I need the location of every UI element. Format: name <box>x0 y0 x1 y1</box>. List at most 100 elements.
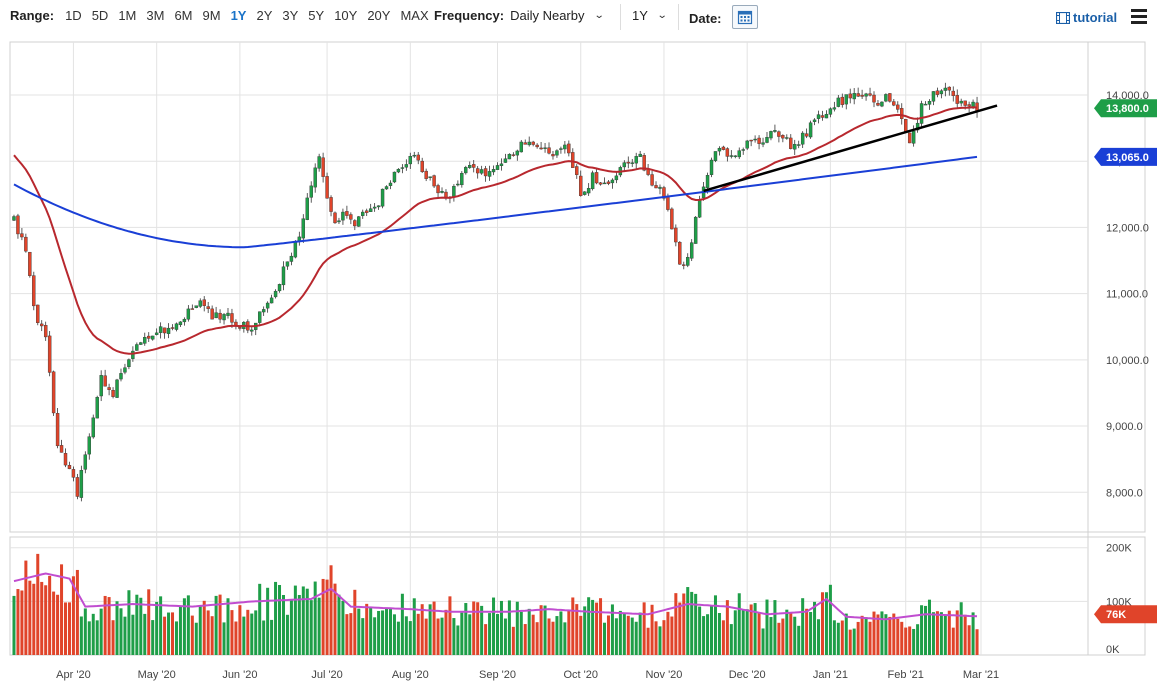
volume-bar <box>599 598 603 655</box>
volume-bar <box>127 590 131 655</box>
month-tick-label: Nov '20 <box>645 669 682 681</box>
volume-bar <box>182 598 186 655</box>
volume-bar <box>174 621 178 655</box>
candle-body <box>598 182 603 185</box>
candle-body <box>515 150 520 156</box>
volume-bar <box>828 584 832 655</box>
chevron-down-icon: ⌄ <box>593 10 605 21</box>
volume-bar <box>135 594 139 655</box>
volume-bar <box>333 583 337 655</box>
volume-bar <box>388 608 392 655</box>
volume-bar <box>927 599 931 655</box>
range-button-3y[interactable]: 3Y <box>282 8 299 23</box>
volume-bar <box>737 593 741 655</box>
candle-body <box>218 312 222 320</box>
volume-bar <box>710 606 714 655</box>
volume-bar <box>678 602 682 655</box>
range-button-20y[interactable]: 20Y <box>367 8 391 23</box>
range-button-6m[interactable]: 6M <box>174 8 193 23</box>
month-tick-label: Jul '20 <box>311 669 342 681</box>
candle-body <box>697 199 702 218</box>
volume-bar <box>194 622 198 655</box>
price-chart[interactable]: 8,000.0 9,000.0 10,000.0 11,000.0 12,000.0 13… <box>0 34 1161 689</box>
volume-bar <box>151 620 155 655</box>
volume-bar <box>499 600 503 655</box>
candle-body <box>115 379 119 398</box>
volume-bar <box>832 620 836 655</box>
range-button-1y[interactable]: 1Y <box>230 8 247 23</box>
candle-body <box>238 327 242 329</box>
range-button-1d[interactable]: 1D <box>65 8 82 23</box>
volume-bar <box>515 601 519 655</box>
range-button-10y[interactable]: 10Y <box>334 8 358 23</box>
tutorial-link[interactable]: tutorial <box>1056 10 1117 25</box>
volume-bar <box>341 600 345 655</box>
frequency-dropdown[interactable]: Daily Nearby ⌄ <box>510 8 605 23</box>
volume-bar <box>844 613 848 655</box>
candle-body <box>606 181 611 184</box>
last-volume-badge-text: 76K <box>1106 609 1126 621</box>
candle-body <box>622 162 627 168</box>
range-button-5y[interactable]: 5Y <box>308 8 325 23</box>
month-tick-label: Feb '21 <box>888 669 924 681</box>
range-button-9m[interactable]: 9M <box>202 8 221 23</box>
candle-body <box>765 137 769 143</box>
volume-bar <box>646 627 650 655</box>
date-selector: Date: <box>689 5 758 29</box>
candle-body <box>170 327 175 329</box>
candle-body <box>907 132 912 144</box>
volume-bar <box>24 560 28 655</box>
candle-body <box>150 335 155 340</box>
volume-bar <box>460 612 464 655</box>
candle-body <box>313 167 317 188</box>
volume-bar <box>662 620 666 655</box>
price-tick-label: 8,000.0 <box>1106 487 1143 499</box>
volume-bar <box>377 610 381 655</box>
range-button-max[interactable]: MAX <box>400 8 429 23</box>
film-icon <box>1056 11 1070 24</box>
volume-bar <box>817 619 821 655</box>
volume-bar <box>293 585 297 655</box>
volume-tick-label: 200K <box>1106 543 1132 555</box>
candle-body <box>257 311 262 323</box>
volume-bar <box>412 598 416 655</box>
candle-body <box>107 387 111 390</box>
volume-bar <box>559 611 563 655</box>
last-volume-badge: 76K <box>1094 605 1157 624</box>
volume-bar <box>436 618 440 655</box>
candle-body <box>709 159 714 175</box>
range-button-3m[interactable]: 3M <box>146 8 165 23</box>
period-dropdown[interactable]: 1Y ⌄ <box>632 8 668 23</box>
candle-body <box>967 104 971 107</box>
volume-bar <box>186 595 190 655</box>
range-button-1m[interactable]: 1M <box>118 8 137 23</box>
volume-bar <box>28 580 32 655</box>
candle-body <box>337 220 341 223</box>
range-button-5d[interactable]: 5D <box>91 8 109 23</box>
range-button-2y[interactable]: 2Y <box>256 8 273 23</box>
candle-body <box>658 186 662 189</box>
calendar-button[interactable] <box>731 5 758 29</box>
volume-bar <box>171 612 175 655</box>
volume-bar <box>868 621 872 655</box>
volume-bar <box>670 616 674 655</box>
volume-bar <box>119 608 123 655</box>
candle-body <box>47 335 52 373</box>
candle-body <box>424 170 428 179</box>
candle-body <box>769 131 773 139</box>
volume-bar <box>908 626 912 655</box>
volume-bar <box>896 618 900 655</box>
volume-bar <box>761 628 765 655</box>
hamburger-menu-icon[interactable] <box>1131 9 1147 27</box>
volume-bar <box>916 624 920 655</box>
trendline <box>703 104 998 193</box>
candle-body <box>79 470 84 498</box>
volume-bar <box>198 606 202 655</box>
volume-bar <box>281 594 285 655</box>
volume-bar <box>385 607 389 655</box>
volume-bar <box>206 610 210 655</box>
ma200-badge-text: 13,065.0 <box>1106 152 1149 164</box>
candle-body <box>103 375 107 387</box>
volume-bar <box>809 611 813 655</box>
volume-bar <box>947 610 951 655</box>
